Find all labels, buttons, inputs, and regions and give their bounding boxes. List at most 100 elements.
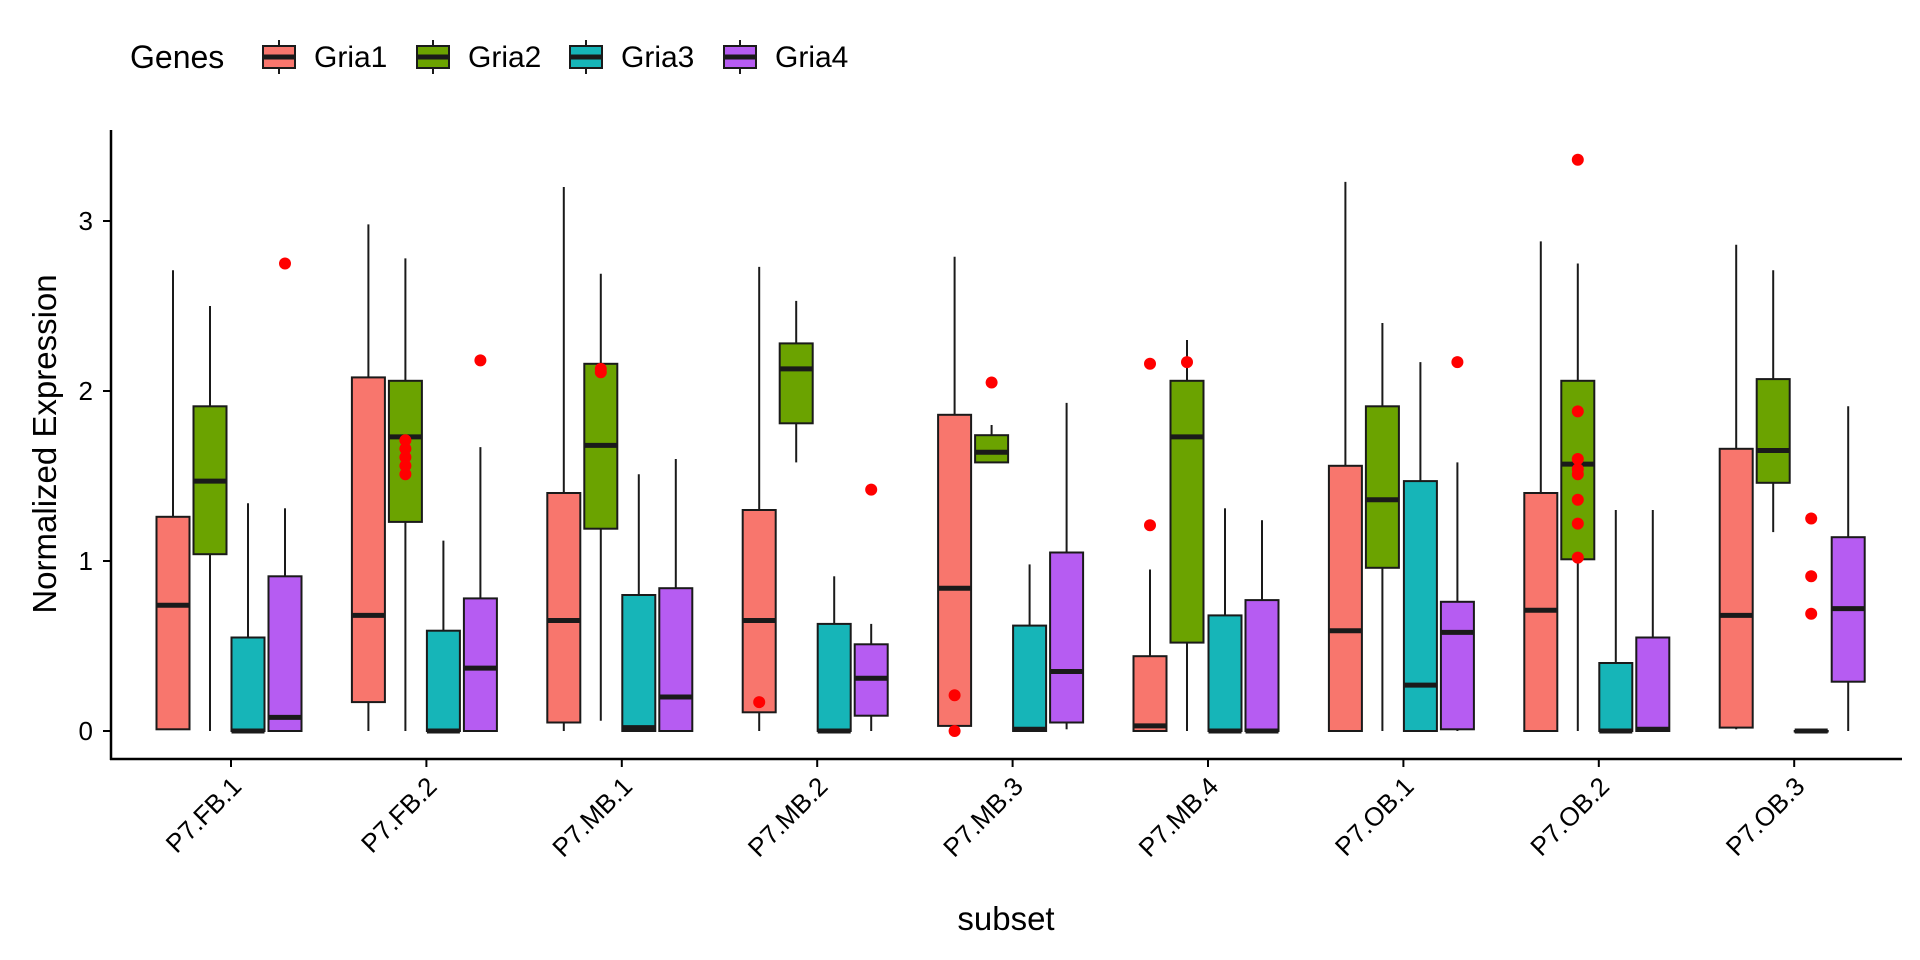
box-gria4-p7-fb-2 [462,354,498,733]
box-gria2-p7-mb-2 [778,300,814,463]
box-gria2-p7-fb-2 [387,258,423,731]
outlier-point [1181,356,1193,369]
box-gria4-p7-fb-1 [267,257,303,732]
box-body [937,413,973,727]
box-gria4-p7-mb-2 [853,483,889,731]
box-gria2-p7-mb-1 [583,273,619,721]
box-body [155,515,191,731]
box-gria1-p7-mb-4 [1132,357,1168,733]
box-body [462,597,498,733]
x-tick-label: P7.OB.3 [1720,771,1811,862]
outlier-point [1805,570,1818,583]
box-gria2-p7-fb-1 [192,306,228,731]
outlier-point [1144,357,1156,370]
legend-item-gria2: Gria2 [416,40,541,74]
box-body [1755,378,1791,484]
box-body [350,376,386,704]
box-body [1718,447,1754,729]
box-body [1439,600,1475,731]
box-body [1244,599,1280,732]
box-gria3-p7-ob-2 [1598,510,1634,734]
legend: Genes Gria1 Gria2 Gria3 Gria4 [130,39,848,75]
box-gria2-p7-ob-1 [1364,323,1400,731]
outlier-point [1571,493,1584,506]
outlier-point [1571,517,1584,530]
outlier-point [1571,153,1584,166]
outlier-point [399,459,412,472]
box-gria3-p7-mb-2 [816,576,852,734]
legend-label: Gria3 [621,41,694,74]
box-gria4-p7-mb-4 [1244,520,1280,734]
box-body [1012,624,1048,732]
y-tick-label: 1 [79,546,93,576]
series-gria4 [267,257,1866,734]
series-gria3 [230,362,1829,734]
box-gria4-p7-ob-3 [1830,406,1866,731]
box-gria3-p7-mb-4 [1207,508,1243,734]
box-body [1598,662,1634,732]
legend-label: Gria4 [775,41,848,74]
box-body [1364,405,1400,569]
box-gria4-p7-mb-1 [658,459,694,733]
outlier-point [399,451,412,464]
box-gria1-p7-mb-1 [546,187,582,731]
outlier-point [399,442,412,455]
box-body [1327,464,1363,732]
legend-item-gria1: Gria1 [262,40,387,74]
outlier-point [753,696,766,709]
box-gria3-p7-fb-1 [230,503,266,734]
y-ticks: 0 1 2 3 [79,206,111,746]
box-body [1635,636,1671,732]
outlier-point [1571,463,1584,476]
box-gria3-p7-mb-1 [621,474,657,732]
box-gria3-p7-fb-2 [425,540,461,734]
outlier-point [1144,519,1156,532]
box-gria4-p7-ob-2 [1635,510,1671,732]
box-gria2-p7-mb-4 [1169,340,1205,731]
outlier-point [399,434,412,447]
legend-item-gria3: Gria3 [569,40,694,74]
y-axis-title: Normalized Expression [26,274,63,613]
legend-title: Genes [130,39,224,75]
box-body [1132,655,1168,733]
outlier-point [594,362,607,375]
outlier-point [1571,453,1584,465]
box-gria4-p7-ob-1 [1439,356,1475,731]
outlier-point [399,468,412,481]
x-tick-label: P7.FB.2 [355,771,443,859]
box-gria1-p7-ob-3 [1718,244,1754,730]
box-gria3-p7-mb-3 [1012,564,1048,732]
box-body [974,434,1010,464]
x-tick-label: P7.MB.4 [1133,771,1225,863]
x-tick-label: P7.FB.1 [160,771,248,859]
box-gria1-p7-ob-2 [1523,241,1559,732]
box-gria2-p7-ob-3 [1755,270,1791,533]
box-body [1049,551,1085,724]
box-gria3-p7-ob-1 [1402,362,1438,732]
outlier-point [1571,551,1584,564]
box-body [741,509,777,714]
outlier-point [474,354,487,367]
legend-items: Gria1 Gria2 Gria3 Gria4 [262,40,848,74]
outlier-point [1451,356,1464,369]
series-gria1 [155,181,1754,737]
plot-marks [155,153,1866,737]
x-tick-label: P7.MB.1 [546,771,638,863]
y-tick-label: 3 [79,206,93,236]
box-gria1-p7-mb-3 [937,256,973,737]
box-body [778,342,814,425]
box-body [267,575,303,732]
y-tick-label: 0 [79,716,93,746]
outlier-point [865,483,878,496]
x-tick-label: P7.OB.1 [1329,771,1420,862]
x-tick-label: P7.OB.2 [1524,771,1615,862]
box-gria4-p7-mb-3 [1049,402,1085,730]
box-body [425,629,461,733]
outlier-point [1805,607,1818,620]
box-body [1402,480,1438,732]
box-gria2-p7-mb-3 [974,376,1010,464]
outlier-point [985,376,998,389]
box-body [230,636,266,732]
outlier-point [279,257,291,270]
